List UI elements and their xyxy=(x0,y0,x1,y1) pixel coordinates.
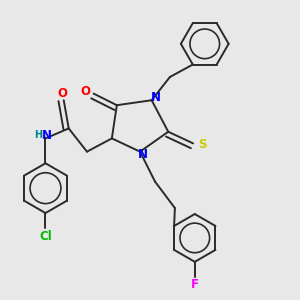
Text: N: N xyxy=(151,91,160,104)
Text: Cl: Cl xyxy=(39,230,52,243)
Text: O: O xyxy=(80,85,90,98)
Text: N: N xyxy=(41,129,52,142)
Text: N: N xyxy=(138,148,148,161)
Text: H: H xyxy=(34,130,42,140)
Text: S: S xyxy=(198,137,207,151)
Text: F: F xyxy=(191,278,199,290)
Text: O: O xyxy=(57,87,67,100)
